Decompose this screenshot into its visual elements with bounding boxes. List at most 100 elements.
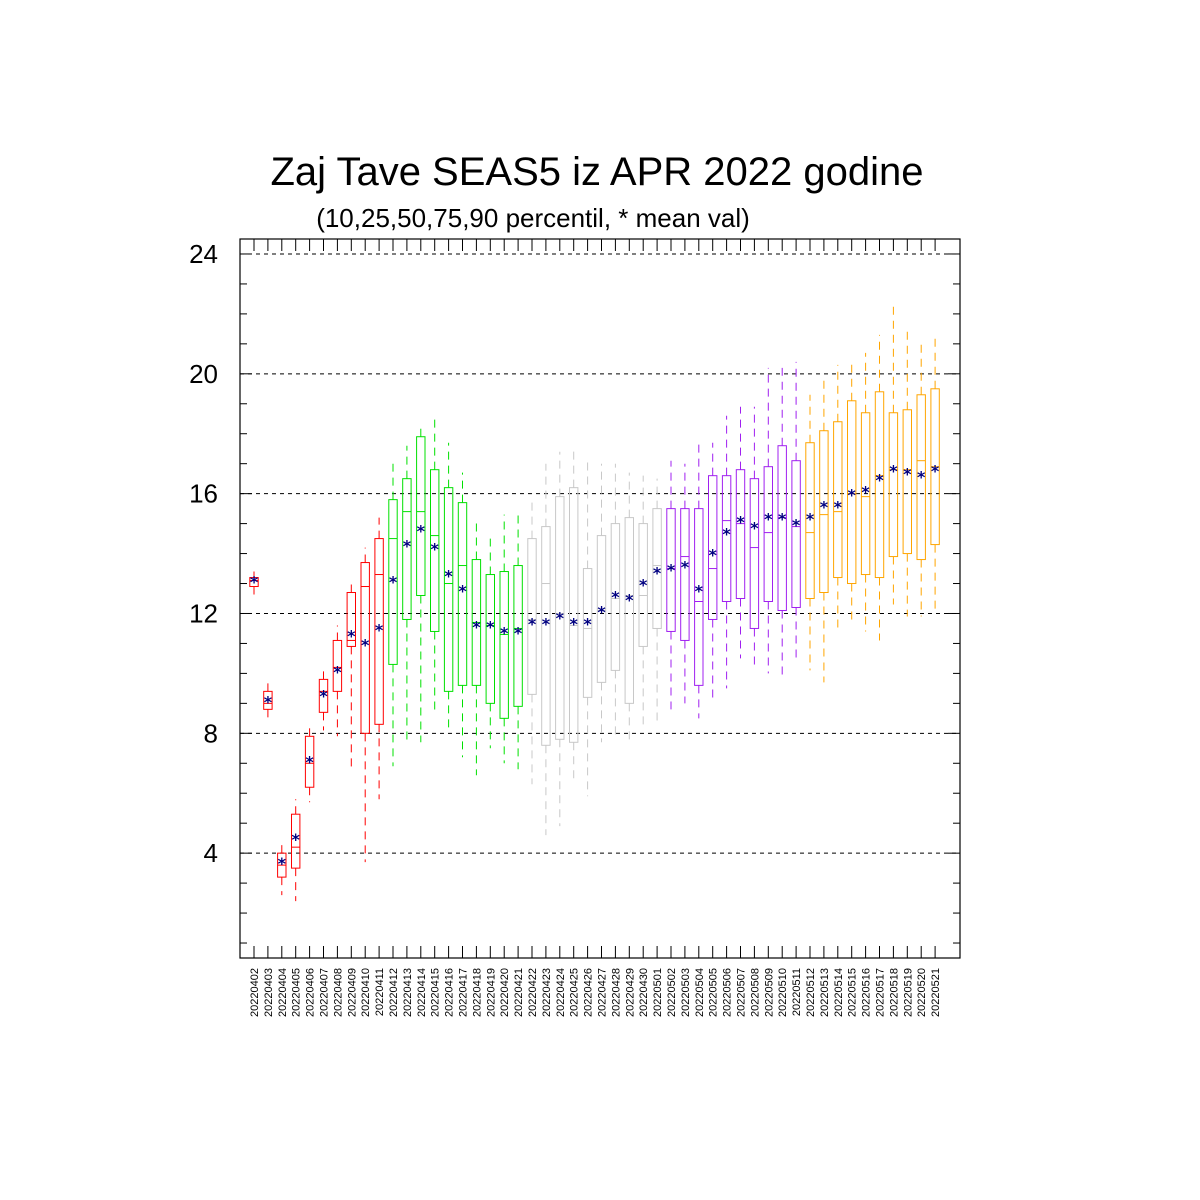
mean-marker: *	[848, 486, 857, 505]
x-tick-label: 20220518	[888, 968, 900, 1017]
y-tick-label: 8	[204, 718, 218, 748]
box-plot: *	[304, 727, 314, 803]
box-iqr	[749, 478, 760, 629]
box-plot: *	[263, 679, 273, 719]
box-iqr	[527, 538, 537, 695]
x-tick-label: 20220508	[749, 968, 761, 1017]
mean-marker: *	[556, 608, 565, 627]
x-tick-label: 20220512	[805, 968, 817, 1017]
box-plot: *	[443, 442, 453, 728]
box-plot: *	[638, 475, 648, 725]
box-plot: *	[471, 517, 481, 776]
box-plot: *	[388, 463, 398, 767]
box-plot: *	[332, 625, 342, 737]
mean-marker: *	[695, 582, 704, 601]
x-tick-label: 20220506	[722, 968, 734, 1017]
mean-marker: *	[292, 830, 301, 849]
mean-marker: *	[736, 513, 745, 532]
mean-marker: *	[417, 522, 426, 541]
x-tick-label: 20220515	[847, 968, 859, 1017]
x-tick-label: 20220517	[875, 968, 887, 1017]
box-iqr	[805, 442, 815, 600]
box-iqr	[360, 562, 370, 734]
box-plot: *	[402, 445, 412, 743]
x-tick-label: 20220411	[374, 968, 386, 1016]
box-iqr	[499, 571, 509, 719]
box-plot: *	[457, 472, 467, 758]
box-plot: *	[916, 340, 926, 617]
box-plot: *	[763, 367, 773, 674]
box-plot: *	[735, 406, 746, 659]
box-plot: *	[791, 361, 801, 662]
x-tick-label: 20220413	[402, 968, 414, 1017]
x-tick-label: 20220407	[319, 968, 331, 1017]
box-iqr	[666, 508, 676, 632]
box-plot: *	[847, 358, 857, 626]
mean-marker: *	[583, 614, 592, 633]
x-tick-label: 20220429	[624, 968, 636, 1017]
mean-marker: *	[917, 468, 926, 487]
box-iqr	[555, 496, 565, 740]
x-tick-label: 20220410	[360, 968, 372, 1017]
box-plot: *	[749, 406, 760, 668]
y-tick-label: 24	[189, 239, 218, 269]
box-plot: *	[291, 799, 301, 902]
box-plot: *	[833, 364, 843, 629]
mean-marker: *	[653, 564, 662, 583]
box-iqr	[485, 574, 496, 704]
mean-marker: *	[611, 588, 620, 607]
mean-marker: *	[806, 510, 815, 529]
box-iqr	[721, 475, 732, 602]
x-tick-label: 20220503	[680, 968, 692, 1017]
box-iqr	[735, 469, 746, 599]
x-tick-label: 20220520	[916, 968, 928, 1017]
mean-marker: *	[361, 635, 370, 654]
box-iqr	[374, 538, 384, 725]
x-tick-label: 20220402	[249, 968, 261, 1017]
mean-marker: *	[834, 498, 843, 517]
box-iqr	[624, 517, 634, 704]
chart-title: Zaj Tave SEAS5 iz APR 2022 godine	[270, 150, 923, 194]
x-tick-label: 20220514	[833, 968, 845, 1017]
mean-marker: *	[764, 510, 773, 529]
mean-marker: *	[667, 561, 676, 580]
box-iqr	[513, 565, 523, 707]
x-tick-label: 20220421	[513, 968, 525, 1017]
box-plot: *	[430, 415, 440, 713]
mean-marker: *	[889, 462, 898, 481]
mean-marker: *	[319, 686, 328, 705]
x-tick-label: 20220416	[444, 968, 456, 1017]
x-tick-label: 20220419	[485, 968, 497, 1017]
mean-marker: *	[570, 614, 579, 633]
box-iqr	[652, 508, 662, 629]
box-plot: *	[249, 571, 259, 596]
mean-marker: *	[250, 573, 259, 592]
mean-marker: *	[444, 567, 453, 586]
mean-marker: *	[681, 558, 690, 577]
box-plot: *	[582, 457, 592, 797]
x-tick-label: 20220412	[388, 968, 400, 1017]
y-tick-label: 16	[189, 479, 218, 509]
box-plot: *	[360, 547, 370, 863]
mean-marker: *	[639, 576, 648, 595]
x-tick-label: 20220426	[583, 968, 595, 1017]
box-plot: *	[555, 451, 565, 827]
mean-marker: *	[305, 752, 314, 771]
box-iqr	[291, 813, 301, 869]
mean-marker: *	[778, 510, 787, 529]
x-tick-label: 20220423	[541, 968, 553, 1017]
mean-marker: *	[597, 602, 606, 621]
box-plot: *	[902, 328, 912, 617]
box-plot: *	[513, 511, 523, 770]
x-tick-label: 20220420	[499, 968, 511, 1017]
box-plot: *	[860, 352, 870, 632]
x-tick-label: 20220430	[638, 968, 650, 1017]
box-plot: *	[652, 478, 662, 725]
mean-marker: *	[903, 465, 912, 484]
mean-marker: *	[278, 854, 287, 873]
x-tick-label: 20220513	[819, 968, 831, 1017]
mean-marker: *	[431, 540, 440, 559]
box-plot: *	[666, 460, 676, 710]
